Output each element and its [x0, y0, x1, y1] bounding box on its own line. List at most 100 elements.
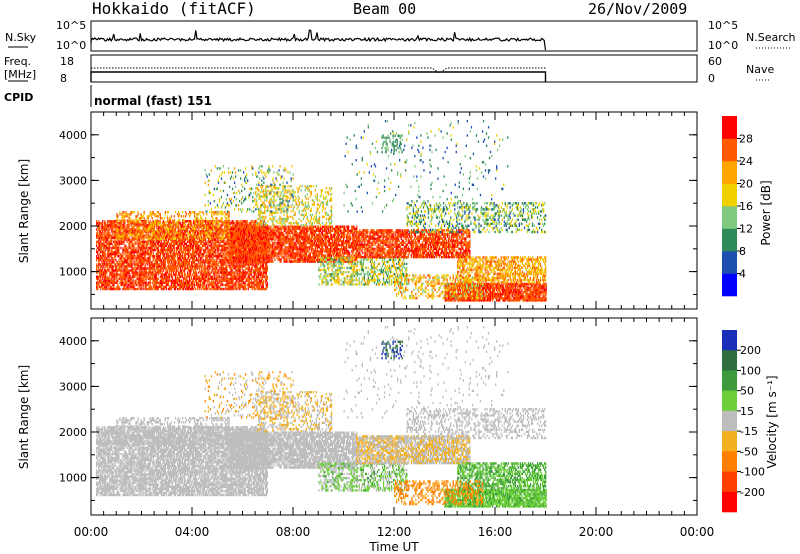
power-cell [116, 276, 117, 278]
power-cell [132, 280, 133, 282]
power-cell [112, 257, 113, 259]
power-cell [99, 224, 100, 226]
power-cell [97, 288, 98, 290]
power-cell [115, 255, 116, 257]
power-cell [109, 247, 110, 249]
power-scatter-cells [96, 120, 547, 302]
power-cell [134, 276, 135, 278]
power-cell [111, 241, 112, 243]
power-cell [132, 243, 133, 245]
power-cell [144, 245, 145, 247]
power-cell [118, 245, 119, 247]
cpid-value: normal (fast) 151 [94, 94, 212, 108]
nsearch-tick-top: 10^5 [708, 19, 738, 32]
power-cell [96, 259, 97, 261]
freq-trace [91, 72, 546, 82]
power-cell [120, 253, 121, 255]
power-cell [102, 267, 103, 269]
power-cell [135, 280, 136, 282]
freq-label-line1: Freq. [4, 55, 31, 68]
power-cell [100, 288, 101, 290]
station-title: Hokkaido (fitACF) [92, 0, 256, 18]
power-cell [148, 232, 149, 234]
nsky-panel: N.Sky 10^5 10^0 10^5 10^0 N.Search [5, 19, 796, 52]
power-cell [117, 280, 118, 282]
power-cell [120, 271, 121, 273]
power-cell [106, 288, 107, 290]
power-cell [118, 286, 119, 288]
nsky-label: N.Sky [5, 31, 37, 44]
power-cell [113, 284, 114, 286]
power-cell [106, 245, 107, 247]
power-cell [143, 284, 144, 286]
power-cell [112, 245, 113, 247]
power-cell [141, 284, 142, 286]
power-cell [128, 288, 129, 290]
power-cell [130, 288, 131, 290]
nsearch-tick-bottom: 10^0 [708, 39, 738, 52]
power-cell [147, 263, 148, 265]
power-cell [122, 251, 123, 253]
freq-panel: Freq. [MHz] 18 8 60 0 Nave [4, 55, 774, 85]
freq-tick-bottom: 8 [60, 72, 67, 85]
power-cell [143, 263, 144, 265]
power-cell [145, 263, 146, 265]
power-cell [129, 273, 130, 275]
power-cell [109, 267, 110, 269]
power-cell [100, 276, 101, 278]
power-cell [116, 245, 117, 247]
fan-plot-figure: Hokkaido (fitACF) Beam 00 26/Nov/2009 N.… [0, 0, 800, 554]
power-cell [146, 280, 147, 282]
nsky-frame [91, 21, 697, 51]
power-cell [122, 280, 123, 282]
beam-title: Beam 00 [353, 0, 416, 18]
nave-tick-top: 60 [708, 55, 722, 68]
power-cell [148, 241, 149, 243]
power-cell [133, 284, 134, 286]
power-cell [129, 239, 130, 241]
power-cell [97, 251, 98, 253]
power-cell [131, 263, 132, 265]
power-cell [143, 288, 144, 290]
power-cell [102, 220, 103, 222]
power-cell [135, 247, 136, 249]
power-cell [113, 259, 114, 261]
power-cell [138, 288, 139, 290]
power-cell [109, 245, 110, 247]
power-cell [129, 245, 130, 247]
power-cell [139, 245, 140, 247]
power-cell [109, 228, 110, 230]
cpid-label: CPID [4, 91, 33, 104]
power-cell [105, 222, 106, 224]
power-cell [96, 245, 97, 247]
nsky-tick-top: 10^5 [56, 19, 86, 32]
power-cell [128, 224, 129, 226]
nave-label: Nave [746, 63, 774, 76]
power-cell [133, 259, 134, 261]
power-cell [137, 284, 138, 286]
power-cell [145, 255, 146, 257]
power-cell [101, 247, 102, 249]
freq-tick-top: 18 [60, 55, 74, 68]
nsky-tick-bottom: 10^0 [56, 39, 86, 52]
power-cell [109, 276, 110, 278]
power-cell [126, 241, 127, 243]
nave-tick-bottom: 0 [708, 72, 715, 85]
power-cell [147, 245, 148, 247]
power-cell [127, 259, 128, 261]
power-cell [118, 247, 119, 249]
power-cell [106, 271, 107, 273]
power-cell [121, 267, 122, 269]
power-cell [141, 288, 142, 290]
power-cell [125, 245, 126, 247]
power-cell [123, 241, 124, 243]
power-cell [119, 288, 120, 290]
power-cell [105, 253, 106, 255]
power-cell [120, 247, 121, 249]
freq-label-line2: [MHz] [4, 68, 36, 81]
date-title: 26/Nov/2009 [588, 0, 687, 18]
power-cell [133, 245, 134, 247]
nsearch-label: N.Search [746, 31, 796, 44]
nsky-trace [91, 30, 546, 50]
